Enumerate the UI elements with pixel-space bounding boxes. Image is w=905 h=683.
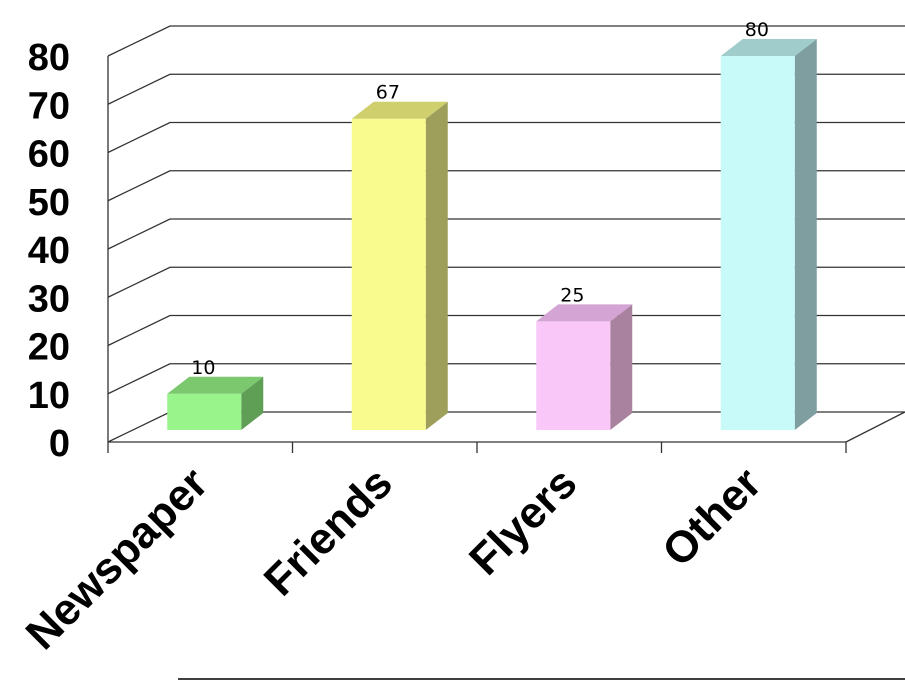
x-tick-label: Friends bbox=[255, 458, 402, 605]
chart-gridlines bbox=[107, 25, 905, 443]
gridline bbox=[107, 314, 905, 347]
bar-other bbox=[720, 39, 817, 430]
y-tick-label: 70 bbox=[28, 85, 70, 127]
bar-friends bbox=[351, 101, 448, 430]
gridline bbox=[107, 73, 905, 105]
x-tick-label: Flyers bbox=[460, 458, 586, 584]
data-labels: 10 67 25 80 bbox=[191, 19, 769, 379]
gridline bbox=[107, 25, 905, 57]
y-tick-label: 10 bbox=[28, 375, 70, 417]
data-label: 67 bbox=[376, 82, 400, 104]
y-tick-label: 60 bbox=[28, 134, 70, 176]
chart-bars bbox=[167, 39, 817, 430]
gridline bbox=[107, 170, 905, 202]
gridline bbox=[107, 218, 905, 250]
x-axis-tick-labels: Newspaper Friends Flyers Other bbox=[17, 458, 771, 659]
y-tick-label: 80 bbox=[28, 37, 70, 79]
bar-newspaper bbox=[167, 376, 264, 430]
y-tick-label: 50 bbox=[28, 182, 70, 224]
gridline bbox=[107, 121, 905, 154]
data-label: 80 bbox=[745, 19, 769, 41]
x-tick-label: Newspaper bbox=[17, 458, 218, 659]
bar-flyers bbox=[536, 304, 633, 430]
y-tick-label: 20 bbox=[28, 327, 70, 369]
data-label: 25 bbox=[560, 284, 584, 306]
y-tick-label: 30 bbox=[28, 278, 70, 320]
gridline bbox=[107, 266, 905, 298]
y-axis-tick-labels: 0 10 20 30 40 50 60 70 80 bbox=[28, 37, 70, 465]
x-tick-label: Other bbox=[653, 458, 771, 576]
data-label: 10 bbox=[191, 357, 215, 379]
chart-axes bbox=[107, 56, 847, 453]
y-tick-label: 0 bbox=[49, 423, 70, 465]
gridline bbox=[107, 363, 905, 395]
y-tick-label: 40 bbox=[28, 230, 70, 272]
